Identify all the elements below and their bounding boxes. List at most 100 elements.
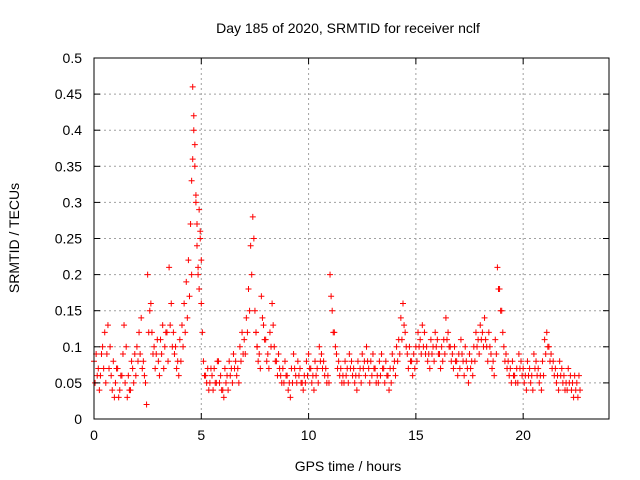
data-point [386, 387, 393, 394]
data-point [524, 358, 531, 365]
data-point [180, 343, 187, 350]
data-point [137, 351, 144, 358]
y-tick-label: 0.1 [63, 339, 83, 355]
data-point [248, 271, 255, 278]
data-point [304, 372, 311, 379]
data-point [436, 351, 443, 358]
data-point [165, 358, 172, 365]
data-point [543, 329, 550, 336]
data-point [528, 372, 535, 379]
data-point [192, 199, 199, 206]
data-point [493, 351, 500, 358]
data-point [302, 379, 309, 386]
data-point [239, 329, 246, 336]
data-point [433, 343, 440, 350]
data-point [366, 379, 373, 386]
data-point [251, 307, 258, 314]
data-point [160, 365, 167, 372]
data-point [426, 365, 433, 372]
data-point [335, 358, 342, 365]
data-point [521, 379, 528, 386]
data-point [157, 336, 164, 343]
data-point [459, 351, 466, 358]
data-point [472, 329, 479, 336]
data-point [187, 221, 194, 228]
data-point [536, 379, 543, 386]
data-point [518, 358, 525, 365]
data-point [476, 351, 483, 358]
data-point [285, 387, 292, 394]
data-point [152, 365, 159, 372]
data-point [342, 358, 349, 365]
data-point [303, 358, 310, 365]
data-point [498, 307, 505, 314]
data-point [100, 365, 107, 372]
data-point [348, 358, 355, 365]
data-point [271, 343, 278, 350]
y-axis-title: SRMTID / TECUs [6, 183, 22, 293]
data-point [409, 372, 416, 379]
data-point [462, 343, 469, 350]
data-point [198, 257, 205, 264]
data-point [290, 351, 297, 358]
data-point [503, 351, 509, 358]
data-point [307, 365, 314, 372]
data-point [494, 264, 501, 271]
data-point [170, 329, 177, 336]
data-point [178, 322, 185, 329]
data-point [144, 271, 151, 278]
data-point [243, 314, 250, 321]
data-point [384, 372, 391, 379]
data-point [229, 379, 236, 386]
data-point [449, 351, 456, 358]
data-point [116, 387, 123, 394]
data-point [529, 387, 536, 394]
axis-ticks [93, 57, 609, 420]
data-point [277, 372, 284, 379]
data-point [438, 343, 445, 350]
data-point [405, 365, 412, 372]
data-point [190, 112, 197, 119]
data-point [345, 379, 352, 386]
data-point [487, 351, 494, 358]
data-point [443, 336, 450, 343]
data-point [548, 351, 555, 358]
data-point [515, 351, 522, 358]
data-point [284, 372, 291, 379]
y-tick-label: 0.35 [55, 158, 82, 174]
data-point [139, 365, 146, 372]
data-point [360, 365, 367, 372]
x-tick-label: 15 [408, 427, 424, 443]
data-point [332, 343, 339, 350]
data-point [138, 314, 145, 321]
data-point [109, 387, 116, 394]
data-point [217, 372, 224, 379]
data-point [474, 343, 481, 350]
data-point [96, 387, 103, 394]
data-point [220, 394, 227, 401]
data-point [465, 379, 472, 386]
data-point [287, 394, 294, 401]
data-point [354, 358, 361, 365]
data-point [190, 127, 197, 134]
data-point [461, 372, 468, 379]
data-point [540, 372, 547, 379]
data-point [411, 365, 418, 372]
x-tick-labels: 0 5 10 15 20 [90, 427, 531, 443]
data-point [186, 293, 193, 300]
data-point [545, 343, 552, 350]
data-point [280, 379, 287, 386]
data-point [108, 372, 115, 379]
data-point [324, 372, 331, 379]
data-point [232, 358, 239, 365]
data-point [353, 387, 360, 394]
data-point [305, 351, 312, 358]
data-point [486, 343, 493, 350]
data-point [491, 372, 498, 379]
data-point [184, 314, 191, 321]
data-point [454, 372, 461, 379]
data-point [225, 387, 232, 394]
data-point [439, 358, 446, 365]
data-point [380, 365, 387, 372]
data-point [558, 365, 565, 372]
